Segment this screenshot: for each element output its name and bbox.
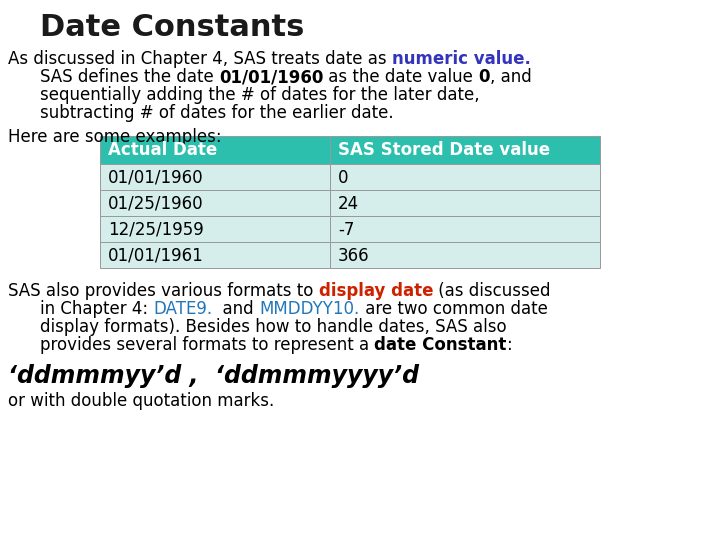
Text: (as discussed: (as discussed [433, 282, 551, 300]
Bar [100, 136, 330, 164]
Text: date Constant: date Constant [374, 336, 507, 354]
Text: SAS Stored Date value: SAS Stored Date value [338, 141, 550, 159]
Text: 01/01/1960: 01/01/1960 [219, 68, 323, 86]
Text: SAS defines the date: SAS defines the date [40, 68, 219, 86]
Text: 01/01/1960: 01/01/1960 [108, 169, 204, 187]
Text: 24: 24 [338, 195, 359, 213]
Text: , and: , and [490, 68, 532, 86]
Text: are two common date: are two common date [359, 300, 547, 318]
Text: MMDDYY10.: MMDDYY10. [259, 300, 359, 318]
Bar [330, 190, 600, 216]
Bar [330, 136, 600, 164]
Text: display formats). Besides how to handle dates, SAS also: display formats). Besides how to handle … [40, 318, 507, 336]
Text: 01/25/1960: 01/25/1960 [108, 195, 204, 213]
Bar [100, 190, 330, 216]
Text: SAS also provides various formats to: SAS also provides various formats to [8, 282, 319, 300]
Text: As discussed in Chapter 4, SAS treats date as: As discussed in Chapter 4, SAS treats da… [8, 50, 392, 68]
Bar [100, 164, 330, 190]
Text: sequentially adding the # of dates for the later date,: sequentially adding the # of dates for t… [40, 86, 480, 104]
Text: and: and [212, 300, 259, 318]
Text: 12/25/1959: 12/25/1959 [108, 221, 204, 239]
Text: numeric value.: numeric value. [392, 50, 531, 68]
Bar [100, 216, 330, 242]
Bar [330, 216, 600, 242]
Text: Actual Date: Actual Date [108, 141, 217, 159]
Text: 0: 0 [479, 68, 490, 86]
Text: DATE9.: DATE9. [153, 300, 212, 318]
Text: 366: 366 [338, 247, 369, 265]
Text: subtracting # of dates for the earlier date.: subtracting # of dates for the earlier d… [40, 104, 394, 122]
Bar [100, 242, 330, 268]
Text: ‘ddmmmyy’d ,  ‘ddmmmyyyy’d: ‘ddmmmyy’d , ‘ddmmmyyyy’d [8, 364, 419, 388]
Text: in Chapter 4:: in Chapter 4: [40, 300, 153, 318]
Text: or with double quotation marks.: or with double quotation marks. [8, 392, 274, 410]
Text: -7: -7 [338, 221, 354, 239]
Text: display date: display date [319, 282, 433, 300]
Text: :: : [507, 336, 513, 354]
Text: Here are some examples:: Here are some examples: [8, 128, 222, 146]
Text: 0: 0 [338, 169, 348, 187]
Text: 01/01/1961: 01/01/1961 [108, 247, 204, 265]
Text: provides several formats to represent a: provides several formats to represent a [40, 336, 374, 354]
Bar [330, 242, 600, 268]
Text: as the date value: as the date value [323, 68, 479, 86]
Text: Date Constants: Date Constants [40, 13, 305, 42]
Bar [330, 164, 600, 190]
